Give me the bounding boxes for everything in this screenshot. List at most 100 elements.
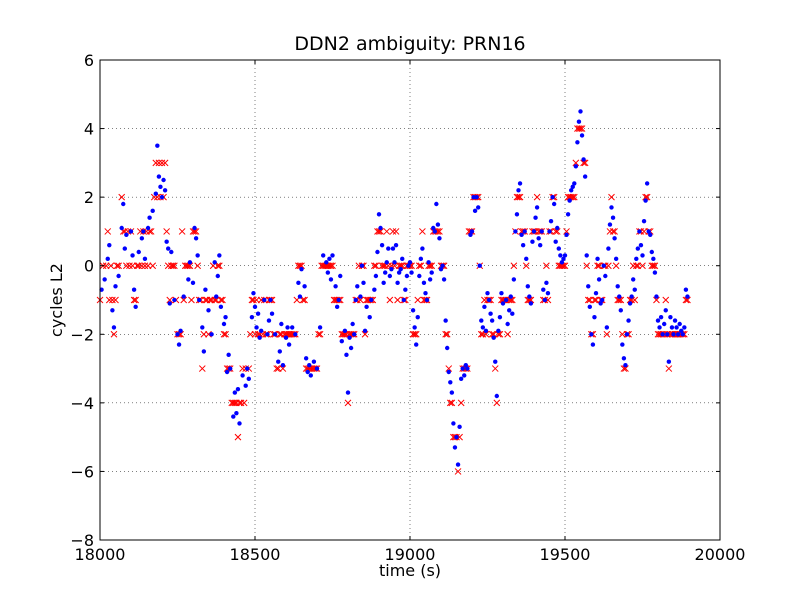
- dot-marker-point: [652, 270, 658, 275]
- x-marker-point: [649, 262, 657, 270]
- x-marker-point: [194, 262, 202, 270]
- dot-marker-point: [228, 366, 233, 371]
- dot-marker-point: [403, 287, 408, 292]
- x-marker-point: [397, 262, 405, 270]
- x-marker-point: [149, 262, 157, 270]
- dot-marker-point: [458, 376, 464, 382]
- x-marker-point: [186, 262, 194, 270]
- x-marker-point: [166, 296, 174, 304]
- dot-marker-point: [172, 297, 177, 303]
- dot-marker-point: [406, 263, 411, 268]
- x-marker-point: [386, 296, 394, 304]
- x-marker-point: [684, 296, 691, 304]
- dot-marker-point: [348, 345, 354, 351]
- x-marker-point: [222, 330, 229, 338]
- dot-marker-point: [528, 301, 534, 306]
- x-marker-point: [494, 330, 502, 338]
- x-marker-point: [563, 228, 570, 235]
- dot-marker-point: [658, 314, 664, 320]
- dot-marker-point: [162, 188, 168, 193]
- x-marker-point: [448, 399, 456, 407]
- dot-marker-point: [423, 290, 428, 296]
- dot-marker-point: [613, 256, 619, 262]
- dot-marker-point: [603, 273, 608, 279]
- dot-marker-point: [595, 256, 600, 262]
- y-axis-label: cycles L2: [47, 263, 66, 337]
- dot-marker-point: [330, 253, 335, 258]
- dot-marker-point: [105, 256, 110, 262]
- x-tick-label: 19500: [540, 545, 591, 564]
- dot-marker-point: [417, 273, 422, 279]
- dot-marker-point: [539, 229, 544, 234]
- y-tick-label: 2: [84, 188, 94, 207]
- dot-marker-point: [393, 242, 399, 248]
- dot-marker-point: [290, 325, 295, 330]
- dot-marker-point: [257, 335, 262, 340]
- dot-marker-point: [657, 325, 662, 330]
- dot-marker-point: [493, 359, 498, 364]
- dot-marker-point: [677, 321, 682, 327]
- x-marker-point: [394, 296, 401, 304]
- dot-marker-point: [235, 386, 241, 392]
- dot-marker-point: [623, 362, 628, 368]
- dot-marker-point: [223, 314, 228, 320]
- dot-marker-point: [638, 242, 644, 248]
- dot-marker-point: [654, 294, 659, 299]
- dot-marker-point: [683, 287, 689, 292]
- dot-marker-point: [314, 366, 320, 371]
- x-marker-point: [409, 330, 417, 338]
- x-marker-point: [533, 193, 541, 201]
- x-marker-point: [220, 330, 228, 338]
- dot-marker-point: [637, 229, 642, 234]
- dot-marker-point: [102, 277, 107, 282]
- x-marker-point: [161, 159, 169, 167]
- dot-marker-point: [448, 380, 453, 385]
- dot-marker-point: [494, 393, 499, 399]
- dot-marker-point: [534, 205, 540, 210]
- series-x-markers: [96, 125, 691, 475]
- dot-marker-point: [606, 246, 611, 251]
- dot-marker-point: [634, 256, 639, 262]
- dot-marker-point: [285, 325, 290, 330]
- dot-marker-point: [372, 287, 377, 292]
- dot-marker-point: [570, 184, 575, 190]
- dot-marker-point: [412, 325, 417, 330]
- dot-marker-point: [268, 297, 273, 303]
- dot-marker-point: [474, 194, 479, 200]
- dot-marker-point: [507, 308, 512, 313]
- dot-marker-point: [200, 325, 205, 330]
- x-marker-point: [456, 433, 463, 441]
- dot-marker-point: [116, 273, 121, 279]
- dot-marker-point: [217, 253, 222, 258]
- x-marker-point: [188, 296, 195, 304]
- dot-marker-point: [617, 294, 622, 299]
- dot-marker-point: [195, 253, 200, 258]
- x-tick-label: 18500: [230, 545, 281, 564]
- dot-marker-point: [142, 256, 148, 262]
- dot-marker-point: [550, 194, 555, 200]
- dot-marker-point: [589, 332, 594, 337]
- dot-marker-point: [538, 242, 543, 248]
- dot-marker-point: [663, 308, 668, 313]
- x-marker-point: [109, 296, 116, 304]
- x-marker-point: [639, 262, 646, 270]
- dot-marker-point: [404, 273, 410, 279]
- dot-marker-point: [297, 294, 303, 299]
- dot-marker-point: [624, 332, 630, 337]
- x-marker-point: [171, 262, 178, 270]
- dot-marker-point: [246, 376, 251, 382]
- dot-marker-point: [631, 277, 636, 282]
- dot-marker-point: [234, 410, 239, 416]
- dot-marker-point: [386, 246, 391, 251]
- dot-marker-point: [621, 356, 627, 361]
- dot-marker-point: [255, 311, 261, 316]
- dot-marker-point: [671, 332, 676, 337]
- dot-marker-point: [111, 325, 117, 330]
- dot-marker-point: [350, 321, 355, 327]
- dot-marker-point: [361, 280, 366, 286]
- dot-marker-point: [514, 212, 520, 217]
- dot-marker-point: [251, 290, 256, 296]
- x-marker-point: [180, 296, 188, 304]
- x-marker-point: [237, 399, 245, 407]
- dot-marker-point: [565, 212, 571, 217]
